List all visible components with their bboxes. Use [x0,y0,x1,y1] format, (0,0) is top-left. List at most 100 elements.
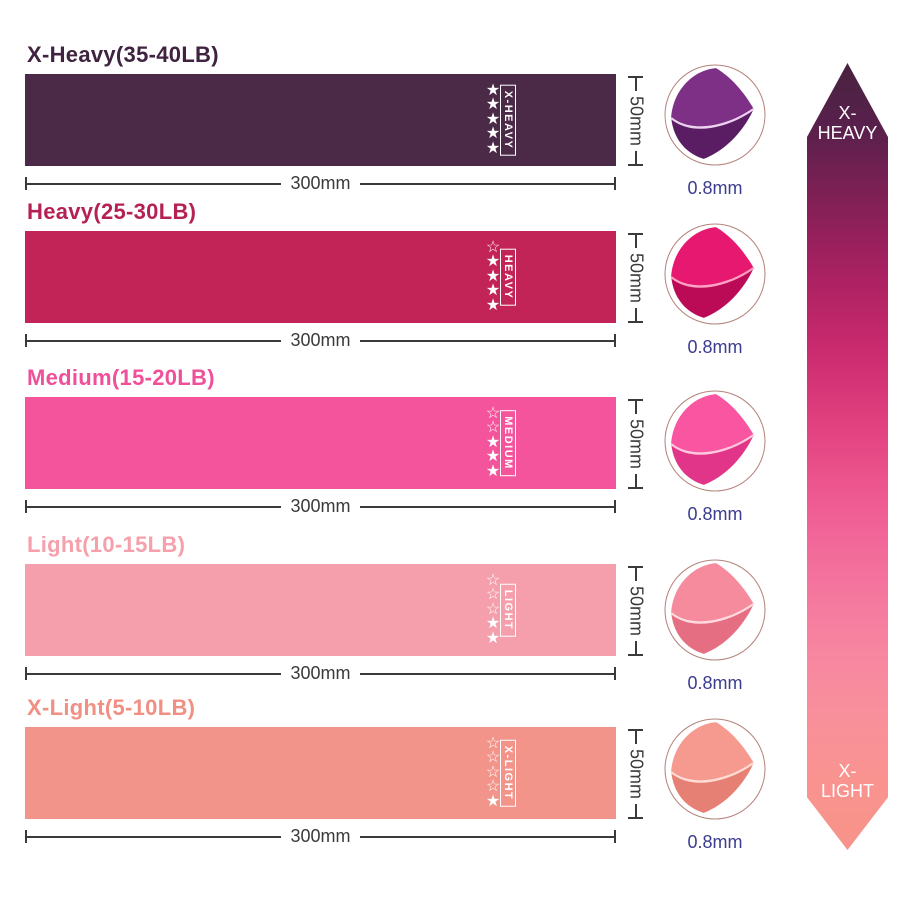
dimension-line [634,235,637,248]
dimension-tick [25,667,27,680]
dimension-tick [25,334,27,347]
height-label: 50mm [626,418,646,470]
dimension-tick [628,321,643,323]
width-dimension: 300mm [25,496,616,516]
band-swatch: ☆ ★ ★ ★ ★ HEAVY [25,231,616,323]
arrow-bottom-label: X- LIGHT [820,761,874,801]
width-label: 300mm [290,173,351,193]
thickness-thumbnail: 0.8mm [664,390,766,524]
dimension-tick [628,566,643,568]
width-label: 300mm [290,496,351,516]
dimension-line [359,835,614,838]
thickness-label: 0.8mm [687,832,743,852]
dimension-line [27,339,282,342]
thickness-label: 0.8mm [687,337,743,357]
band-tag: HEAVY [500,248,518,306]
dimension-line [27,182,282,185]
width-label: 300mm [290,330,351,350]
band-swatch: ☆ ☆ ☆ ☆ ★ X-LIGHT [25,727,616,819]
dimension-line [634,568,637,581]
rolled-band-icon [664,223,766,325]
dimension-tick [628,817,643,819]
dimension-tick [628,654,643,656]
width-label: 300mm [290,663,351,683]
thickness-thumbnail: 0.8mm [664,64,766,198]
height-label: 50mm [626,748,646,800]
dimension-line [359,505,614,508]
dimension-line [634,308,637,321]
arrow-top-label: X- HEAVY [817,103,878,143]
band-tag-label: HEAVY [500,248,516,306]
thickness-label: 0.8mm [687,504,743,524]
dimension-tick [614,830,616,843]
thickness-label: 0.8mm [687,673,743,693]
band-title: Heavy(25-30LB) [27,199,197,224]
height-dimension: 50mm [626,729,646,819]
height-dimension: 50mm [626,233,646,323]
band-swatch: ★ ★ ★ ★ ★ X-HEAVY [25,74,616,166]
star-rating: ☆ ☆ ☆ ☆ ★ [485,735,501,810]
rolled-band-icon [664,559,766,661]
dimension-line [634,401,637,414]
height-dimension: 50mm [626,76,646,166]
difficulty-arrow: X- HEAVY X- LIGHT [807,63,888,850]
dimension-line [634,78,637,91]
dimension-line [634,151,637,164]
dimension-tick [614,500,616,513]
band-title: Medium(15-20LB) [27,365,215,390]
width-dimension: 300mm [25,330,616,350]
thickness-label: 0.8mm [687,178,743,198]
width-dimension: 300mm [25,173,616,193]
band-tag: LIGHT [500,583,518,637]
star-rating: ★ ★ ★ ★ ★ [485,82,501,157]
band-title: X-Heavy(35-40LB) [27,42,219,67]
band-tag: X-HEAVY [500,84,518,156]
star-rating: ☆ ☆ ☆ ★ ★ [485,572,501,647]
dimension-line [634,731,637,744]
dimension-tick [628,487,643,489]
band-swatch: ☆ ☆ ☆ ★ ★ LIGHT [25,564,616,656]
dimension-tick [614,667,616,680]
rolled-band-icon [664,390,766,492]
thickness-thumbnail: 0.8mm [664,718,766,852]
dimension-tick [628,399,643,401]
dimension-line [359,182,614,185]
band-row: X-Light(5-10LB) ☆ ☆ ☆ ☆ ★ X-LIGHT 300mm … [25,695,646,845]
band-title: X-Light(5-10LB) [27,695,196,720]
band-row: Light(10-15LB) ☆ ☆ ☆ ★ ★ LIGHT 300mm 50m… [25,532,646,682]
band-tag: X-LIGHT [500,739,518,807]
band-tag-label: MEDIUM [500,410,516,476]
height-dimension: 50mm [626,566,646,656]
width-label: 300mm [290,826,351,846]
star-rating: ☆ ☆ ★ ★ ★ [485,405,501,480]
dimension-line [359,339,614,342]
dimension-tick [25,177,27,190]
band-tag: MEDIUM [500,410,518,476]
thickness-thumbnail: 0.8mm [664,223,766,357]
height-dimension: 50mm [626,399,646,489]
dimension-line [27,505,282,508]
width-dimension: 300mm [25,663,616,683]
dimension-tick [628,729,643,731]
dimension-line [634,474,637,487]
band-swatch: ☆ ☆ ★ ★ ★ MEDIUM [25,397,616,489]
band-row: Heavy(25-30LB) ☆ ★ ★ ★ ★ HEAVY 300mm 50m… [25,199,646,349]
band-row: Medium(15-20LB) ☆ ☆ ★ ★ ★ MEDIUM 300mm 5… [25,365,646,515]
dimension-tick [25,830,27,843]
dimension-tick [614,334,616,347]
dimension-tick [614,177,616,190]
dimension-tick [25,500,27,513]
dimension-line [634,641,637,654]
width-dimension: 300mm [25,826,616,846]
thickness-thumbnail: 0.8mm [664,559,766,693]
band-tag-label: LIGHT [500,583,516,637]
height-label: 50mm [626,585,646,637]
rolled-band-icon [664,64,766,166]
dimension-line [634,804,637,817]
band-title: Light(10-15LB) [27,532,186,557]
height-label: 50mm [626,95,646,147]
dimension-line [27,672,282,675]
band-tag-label: X-LIGHT [500,739,516,807]
dimension-tick [628,76,643,78]
